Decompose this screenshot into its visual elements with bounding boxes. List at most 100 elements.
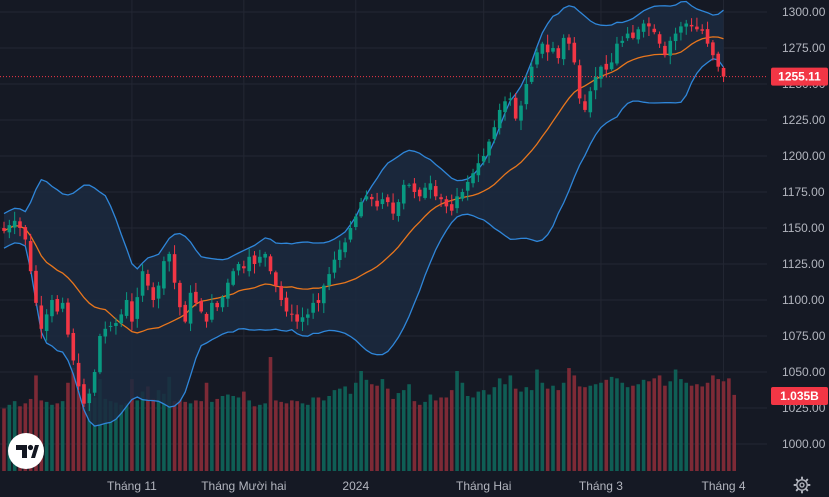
candle-body bbox=[343, 242, 347, 253]
volume-bar bbox=[156, 390, 161, 471]
candle bbox=[156, 281, 161, 309]
candle-body bbox=[348, 228, 353, 240]
candle-body bbox=[87, 393, 92, 404]
candle-body bbox=[23, 227, 28, 240]
volume-bar bbox=[252, 406, 257, 471]
candle bbox=[679, 21, 683, 41]
candle bbox=[332, 251, 337, 279]
candle bbox=[657, 31, 662, 48]
time-axis[interactable]: Tháng 11 Tháng Mười hai 2024 Tháng Hai Tháng… bbox=[107, 479, 746, 493]
volume-bar bbox=[124, 403, 129, 471]
volume-bar bbox=[34, 375, 38, 471]
candle bbox=[39, 295, 44, 339]
candle bbox=[391, 193, 395, 220]
candle-body bbox=[705, 29, 710, 44]
candle bbox=[23, 224, 28, 246]
volume-bar bbox=[588, 385, 593, 471]
candle-body bbox=[625, 33, 630, 39]
candle-body bbox=[290, 313, 294, 315]
candle bbox=[375, 192, 379, 211]
candle-body bbox=[156, 285, 161, 299]
candle-body bbox=[641, 23, 646, 32]
candle-body bbox=[391, 202, 395, 214]
candle bbox=[162, 256, 166, 295]
candle-body bbox=[636, 29, 641, 40]
candle-body bbox=[476, 163, 481, 176]
volume-bar bbox=[684, 382, 689, 471]
candle bbox=[705, 21, 710, 47]
candle bbox=[34, 265, 38, 306]
volume-bar bbox=[593, 384, 598, 471]
candle bbox=[66, 298, 70, 338]
volume-bar bbox=[679, 379, 683, 471]
candle-body bbox=[124, 300, 129, 316]
candle-body bbox=[322, 285, 326, 304]
candle-body bbox=[28, 241, 33, 272]
volume-bar bbox=[524, 387, 529, 471]
volume-bar bbox=[727, 378, 731, 471]
candle bbox=[604, 55, 609, 78]
y-tick-label: 1075.00 bbox=[782, 329, 826, 343]
candle-body bbox=[247, 256, 251, 272]
candle-body bbox=[524, 84, 529, 105]
gear-icon[interactable] bbox=[793, 476, 811, 494]
x-tick-label: Tháng Mười hai bbox=[201, 479, 286, 493]
volume-bar bbox=[71, 368, 76, 471]
volume-bar bbox=[279, 401, 283, 471]
candle bbox=[28, 233, 33, 275]
volume-bar bbox=[226, 394, 230, 471]
candle bbox=[433, 179, 438, 201]
tradingview-logo[interactable] bbox=[8, 433, 44, 469]
volume-bar bbox=[615, 378, 619, 471]
candle bbox=[167, 251, 172, 272]
candle-body bbox=[503, 101, 507, 113]
candle bbox=[140, 264, 145, 302]
candle bbox=[215, 301, 219, 312]
candle-body bbox=[268, 256, 273, 272]
candle-body bbox=[711, 42, 715, 56]
candle bbox=[258, 249, 262, 267]
candle bbox=[306, 308, 310, 326]
bollinger-lower bbox=[3, 57, 725, 427]
volume-bar bbox=[471, 397, 475, 471]
volume-bar bbox=[337, 388, 342, 471]
candle-body bbox=[380, 199, 385, 205]
candle bbox=[242, 260, 246, 274]
candle bbox=[449, 194, 454, 216]
volume-bar bbox=[647, 381, 651, 471]
last-price-tag bbox=[771, 67, 828, 86]
candle bbox=[417, 187, 422, 202]
volume-bar bbox=[348, 393, 353, 471]
candle bbox=[561, 34, 566, 66]
volume-bar bbox=[178, 399, 182, 471]
candle bbox=[172, 245, 177, 290]
candle bbox=[556, 45, 561, 64]
candle bbox=[524, 74, 529, 110]
volume-bar bbox=[583, 387, 587, 471]
candle-body bbox=[407, 184, 411, 186]
y-tick-label: 1150.00 bbox=[782, 221, 825, 235]
y-tick-label: 1300.00 bbox=[782, 5, 826, 19]
volume-bar bbox=[295, 401, 299, 471]
volume-bar bbox=[327, 396, 331, 471]
candle bbox=[551, 41, 555, 54]
candle bbox=[519, 100, 523, 131]
volume-bar bbox=[204, 382, 209, 471]
volume-bar bbox=[194, 400, 198, 471]
volume-bar bbox=[385, 388, 390, 471]
candle bbox=[401, 179, 406, 210]
volume-bar bbox=[412, 401, 417, 471]
candle-body bbox=[396, 202, 401, 216]
candle-body bbox=[66, 302, 70, 335]
volume-bar bbox=[236, 397, 241, 471]
candle bbox=[684, 19, 689, 35]
candle-body bbox=[76, 362, 81, 387]
candle-body bbox=[583, 101, 587, 110]
volume-bar bbox=[210, 401, 214, 471]
candle bbox=[279, 281, 283, 307]
candle bbox=[529, 61, 534, 85]
volume-bar bbox=[151, 398, 156, 471]
volume-bar bbox=[572, 375, 577, 471]
candle bbox=[300, 307, 305, 331]
